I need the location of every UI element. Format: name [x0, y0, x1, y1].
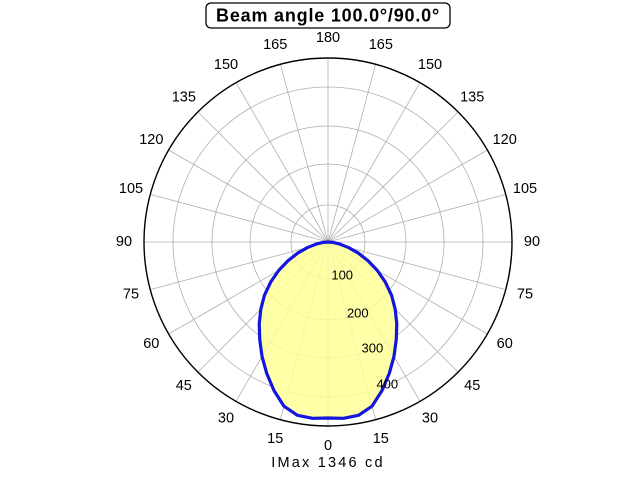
- svg-text:0: 0: [324, 438, 332, 454]
- svg-text:90: 90: [524, 234, 540, 250]
- svg-text:180: 180: [316, 30, 340, 46]
- svg-text:IMax 1346 cd: IMax 1346 cd: [271, 455, 384, 471]
- svg-text:300: 300: [362, 341, 384, 356]
- svg-text:135: 135: [460, 90, 484, 106]
- svg-text:120: 120: [493, 132, 517, 148]
- svg-text:200: 200: [347, 306, 369, 321]
- svg-text:135: 135: [172, 90, 196, 106]
- svg-text:105: 105: [513, 181, 537, 197]
- svg-text:105: 105: [119, 181, 143, 197]
- svg-text:30: 30: [218, 411, 234, 427]
- svg-text:45: 45: [176, 378, 192, 394]
- svg-text:150: 150: [418, 57, 442, 73]
- svg-text:90: 90: [116, 234, 132, 250]
- svg-text:15: 15: [267, 431, 283, 447]
- svg-text:400: 400: [376, 377, 398, 392]
- svg-text:60: 60: [143, 336, 159, 352]
- svg-text:165: 165: [263, 37, 287, 53]
- svg-text:60: 60: [497, 336, 513, 352]
- svg-text:Beam angle 100.0°/90.0°: Beam angle 100.0°/90.0°: [216, 5, 440, 25]
- svg-text:150: 150: [214, 57, 238, 73]
- svg-text:75: 75: [123, 287, 139, 303]
- svg-text:45: 45: [464, 378, 480, 394]
- svg-text:30: 30: [422, 411, 438, 427]
- svg-text:15: 15: [373, 431, 389, 447]
- svg-text:75: 75: [517, 287, 533, 303]
- svg-text:120: 120: [139, 132, 163, 148]
- svg-text:165: 165: [369, 37, 393, 53]
- svg-text:100: 100: [331, 268, 353, 283]
